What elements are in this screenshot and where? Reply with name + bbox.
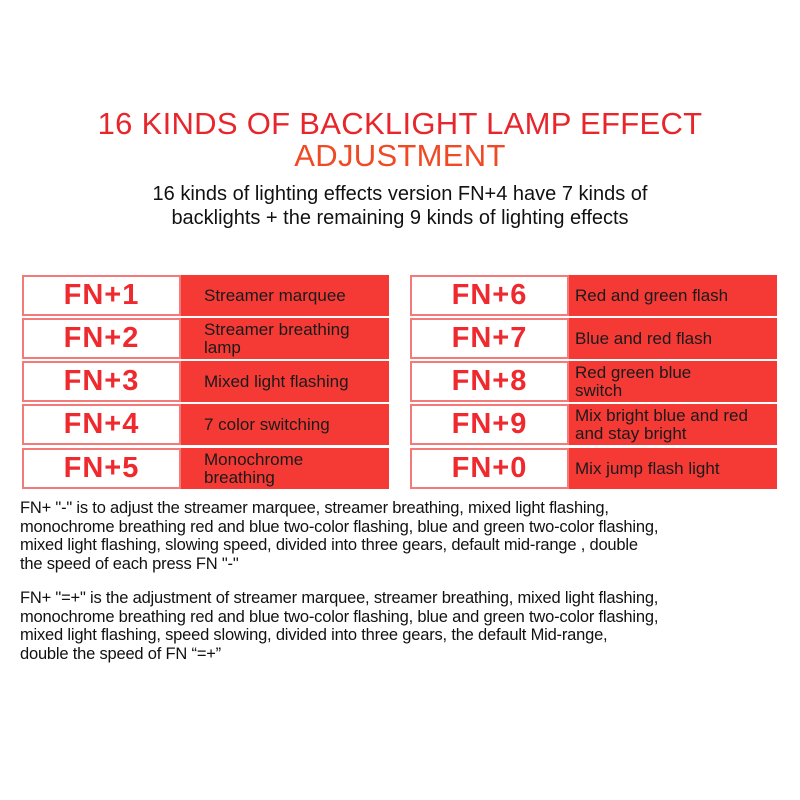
shortcut-key: FN+0 (410, 448, 569, 489)
effect-description: Monochrome breathing (181, 448, 389, 489)
effect-description: Mix jump flash light (569, 448, 777, 489)
effect-description: Streamer breathing lamp (181, 318, 389, 359)
table-row: FN+1 Streamer marquee (22, 275, 389, 316)
effect-description: Mixed light flashing (181, 361, 389, 402)
effect-description: Streamer marquee (181, 275, 389, 316)
shortcut-key: FN+9 (410, 404, 569, 445)
shortcut-key: FN+7 (410, 318, 569, 359)
note-speed-decrease: FN+ "-" is to adjust the streamer marque… (20, 499, 659, 573)
effect-description: Red and green flash (569, 275, 777, 316)
subtitle: 16 kinds of lighting effects version FN+… (152, 183, 648, 229)
shortcut-key: FN+3 (22, 361, 181, 402)
effect-description: 7 color switching (181, 404, 389, 445)
shortcut-key: FN+8 (410, 361, 569, 402)
shortcut-key: FN+6 (410, 275, 569, 316)
effect-description: Red green blue switch (569, 361, 777, 402)
table-row: FN+4 7 color switching (22, 404, 389, 445)
table-row: FN+2 Streamer breathing lamp (22, 318, 389, 359)
shortcut-key: FN+1 (22, 275, 181, 316)
title-line-2: ADJUSTMENT (294, 138, 506, 173)
note-speed-increase: FN+ "=+" is the adjustment of streamer m… (20, 589, 659, 663)
shortcut-key: FN+4 (22, 404, 181, 445)
title-line-1: 16 KINDS OF BACKLIGHT LAMP EFFECT (97, 106, 703, 141)
table-row: FN+9 Mix bright blue and red and stay bri… (410, 404, 777, 445)
table-row: FN+3 Mixed light flashing (22, 361, 389, 402)
table-row: FN+5 Monochrome breathing (22, 448, 389, 489)
table-row: FN+0 Mix jump flash light (410, 448, 777, 489)
table-row: FN+6 Red and green flash (410, 275, 777, 316)
effect-description: Blue and red flash (569, 318, 777, 359)
shortcut-key: FN+2 (22, 318, 181, 359)
table-row: FN+7 Blue and red flash (410, 318, 777, 359)
table-row: FN+8 Red green blue switch (410, 361, 777, 402)
effect-description: Mix bright blue and red and stay bright (569, 404, 777, 445)
shortcut-key: FN+5 (22, 448, 181, 489)
